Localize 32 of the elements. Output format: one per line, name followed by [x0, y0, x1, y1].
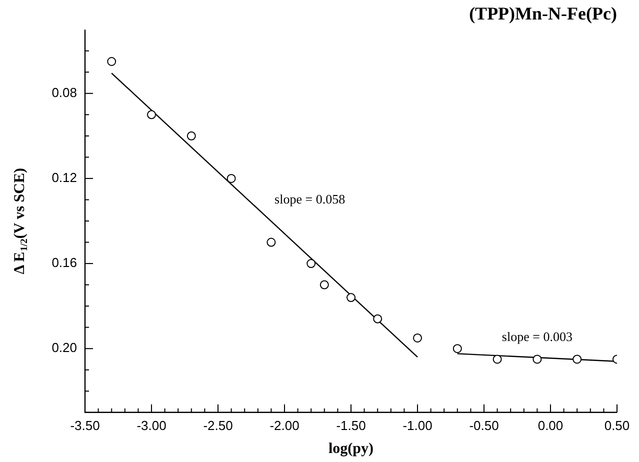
point — [306, 259, 316, 268]
point — [320, 280, 329, 290]
point — [147, 110, 156, 120]
x-tick-label: -1.00 — [402, 418, 432, 433]
x-tick-label: -0.50 — [469, 418, 499, 433]
x-tick-label: -3.00 — [136, 418, 166, 433]
point — [373, 314, 382, 324]
x-tick-label: 0.50 — [604, 418, 630, 433]
annotation: slope = 0.003 — [502, 328, 572, 344]
point — [413, 333, 422, 342]
y-axis-title: Δ E1/2(V vs SCE) — [12, 168, 30, 274]
point — [186, 131, 196, 140]
point — [226, 174, 236, 183]
point — [532, 354, 542, 364]
point — [492, 354, 502, 364]
x-axis-title: log(py) — [328, 440, 374, 457]
point — [452, 344, 462, 354]
annotation: slope = 0.058 — [274, 192, 346, 207]
x-tick-label: -3.50 — [70, 418, 100, 433]
y-tick-label: 0.08 — [52, 84, 77, 100]
y-tick-label: 0.12 — [52, 170, 77, 186]
x-tick-label: -2.00 — [270, 418, 300, 433]
x-tick-label: -1.50 — [336, 418, 366, 433]
point — [107, 57, 116, 66]
point — [572, 354, 582, 364]
x-tick-label: -2.50 — [203, 418, 233, 433]
point — [346, 293, 356, 302]
chart-title: (TPP)Mn-N-Fe(Pc) — [469, 3, 617, 24]
y-tick-label: 0.20 — [52, 340, 77, 356]
point — [266, 238, 276, 247]
x-tick-label: 0.00 — [538, 418, 564, 433]
y-tick-label: 0.16 — [52, 255, 77, 270]
